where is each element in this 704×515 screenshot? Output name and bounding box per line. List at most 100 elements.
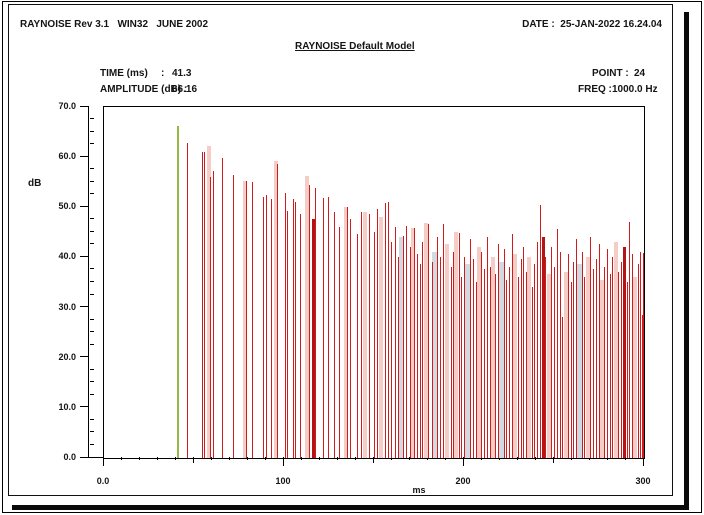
x-minor-tick [246,457,248,460]
reflection-bar [314,187,316,458]
reflection-bar [590,236,592,458]
x-minor-tick [534,457,536,460]
reflection-bar [531,287,533,458]
reflection-bar [265,194,267,458]
reflection-bar [495,274,497,458]
x-minor-tick [120,457,122,460]
y-minor-tick [90,168,94,170]
x-minor-tick [624,457,626,460]
y-tick-label: 10.0 [58,401,76,412]
reflection-bar [338,226,340,458]
x-mid-tick [192,457,194,463]
reflection-bar [545,256,547,458]
reflection-bar [394,226,396,458]
reflection-bar [464,256,466,458]
x-minor-tick [336,457,338,460]
x-axis-unit-label: ms [412,485,426,495]
y-tick-label: 60.0 [58,151,76,162]
reflection-bar [413,228,415,458]
reflection-bar [550,246,552,458]
reflection-bar [295,201,297,458]
time-value: 41.3 [172,68,192,79]
y-major-tick [80,255,89,257]
reflection-bar [539,205,541,458]
reflection-bar [308,185,310,458]
strong-reflection-bar [622,246,626,458]
reflection-bar [511,234,513,458]
band-bar [576,264,582,458]
y-minor-tick [90,130,94,132]
echogram-plot-area[interactable] [103,106,645,459]
faint-reflection-bar [445,244,450,458]
point-value: 24 [634,68,646,79]
reflection-bar [595,259,597,458]
faint-reflection-bar [242,181,247,458]
reflection-bar [277,164,279,458]
y-minor-tick [90,381,94,383]
x-minor-tick [588,457,590,460]
y-major-tick [80,456,89,458]
faint-reflection-bar [274,161,279,458]
reflection-bar [422,241,424,458]
faint-reflection-bar [379,216,384,458]
reflection-bar [263,196,265,458]
reflection-bar [581,251,583,458]
x-minor-tick [210,457,212,460]
reflection-bar [287,211,289,458]
y-tick-label: 20.0 [58,351,76,362]
reflection-bar [387,202,389,458]
x-minor-tick [516,457,518,460]
y-minor-tick [90,331,94,333]
reflection-bar [556,229,558,458]
x-minor-tick [156,457,158,460]
y-major-tick [80,155,89,157]
y-tick-label: 0.0 [63,452,76,462]
reflection-bar [333,211,335,458]
reflection-bar [376,209,378,458]
reflection-bar [443,224,445,458]
band-bar [399,236,405,458]
reflection-bar [509,266,511,458]
x-minor-tick [354,457,356,460]
reflection-bar [374,231,376,458]
time-separator: : [161,68,165,79]
reflection-bar [327,196,329,458]
y-tick-label: 70.0 [58,101,76,111]
reflection-bar [621,261,622,458]
freq-value: 1000.0 Hz [612,84,658,95]
reflection-bar [598,244,600,458]
x-tick-label: 300 [635,476,651,486]
x-minor-tick [264,457,266,460]
reflection-bar [626,282,628,458]
reflection-bar [593,269,595,458]
reflection-bar [537,241,539,458]
reflection-bar [245,180,247,458]
chart-title: RAYNOISE Default Model [295,41,415,52]
reflection-bar [470,239,472,458]
reflection-bar [612,256,614,458]
x-minor-tick [570,457,572,460]
x-major-tick [462,457,464,466]
reflection-bar [384,202,386,458]
reflection-bar [186,142,188,458]
window-shadow-right [684,12,689,509]
reflection-bar [406,225,408,458]
reflection-bar [350,219,352,458]
freq-label: FREQ : [578,84,615,95]
amplitude-label: AMPLITUDE (dB) : [100,84,188,95]
faint-reflection-bar [476,246,481,458]
reflection-bar [526,271,528,458]
band-bar [432,251,438,458]
reflection-bar [472,259,474,458]
reflection-bar [437,236,439,458]
faint-reflection-bar [527,256,532,458]
y-minor-tick [90,230,94,232]
x-minor-tick [480,457,482,460]
faint-reflection-bar [304,175,309,458]
reflection-bar [481,251,483,458]
time-readout: TIME (ms) [100,68,148,79]
faint-reflection-bar [410,227,415,458]
reflection-bar [390,241,392,458]
reflection-bar [431,261,433,458]
x-major-tick [642,457,644,466]
